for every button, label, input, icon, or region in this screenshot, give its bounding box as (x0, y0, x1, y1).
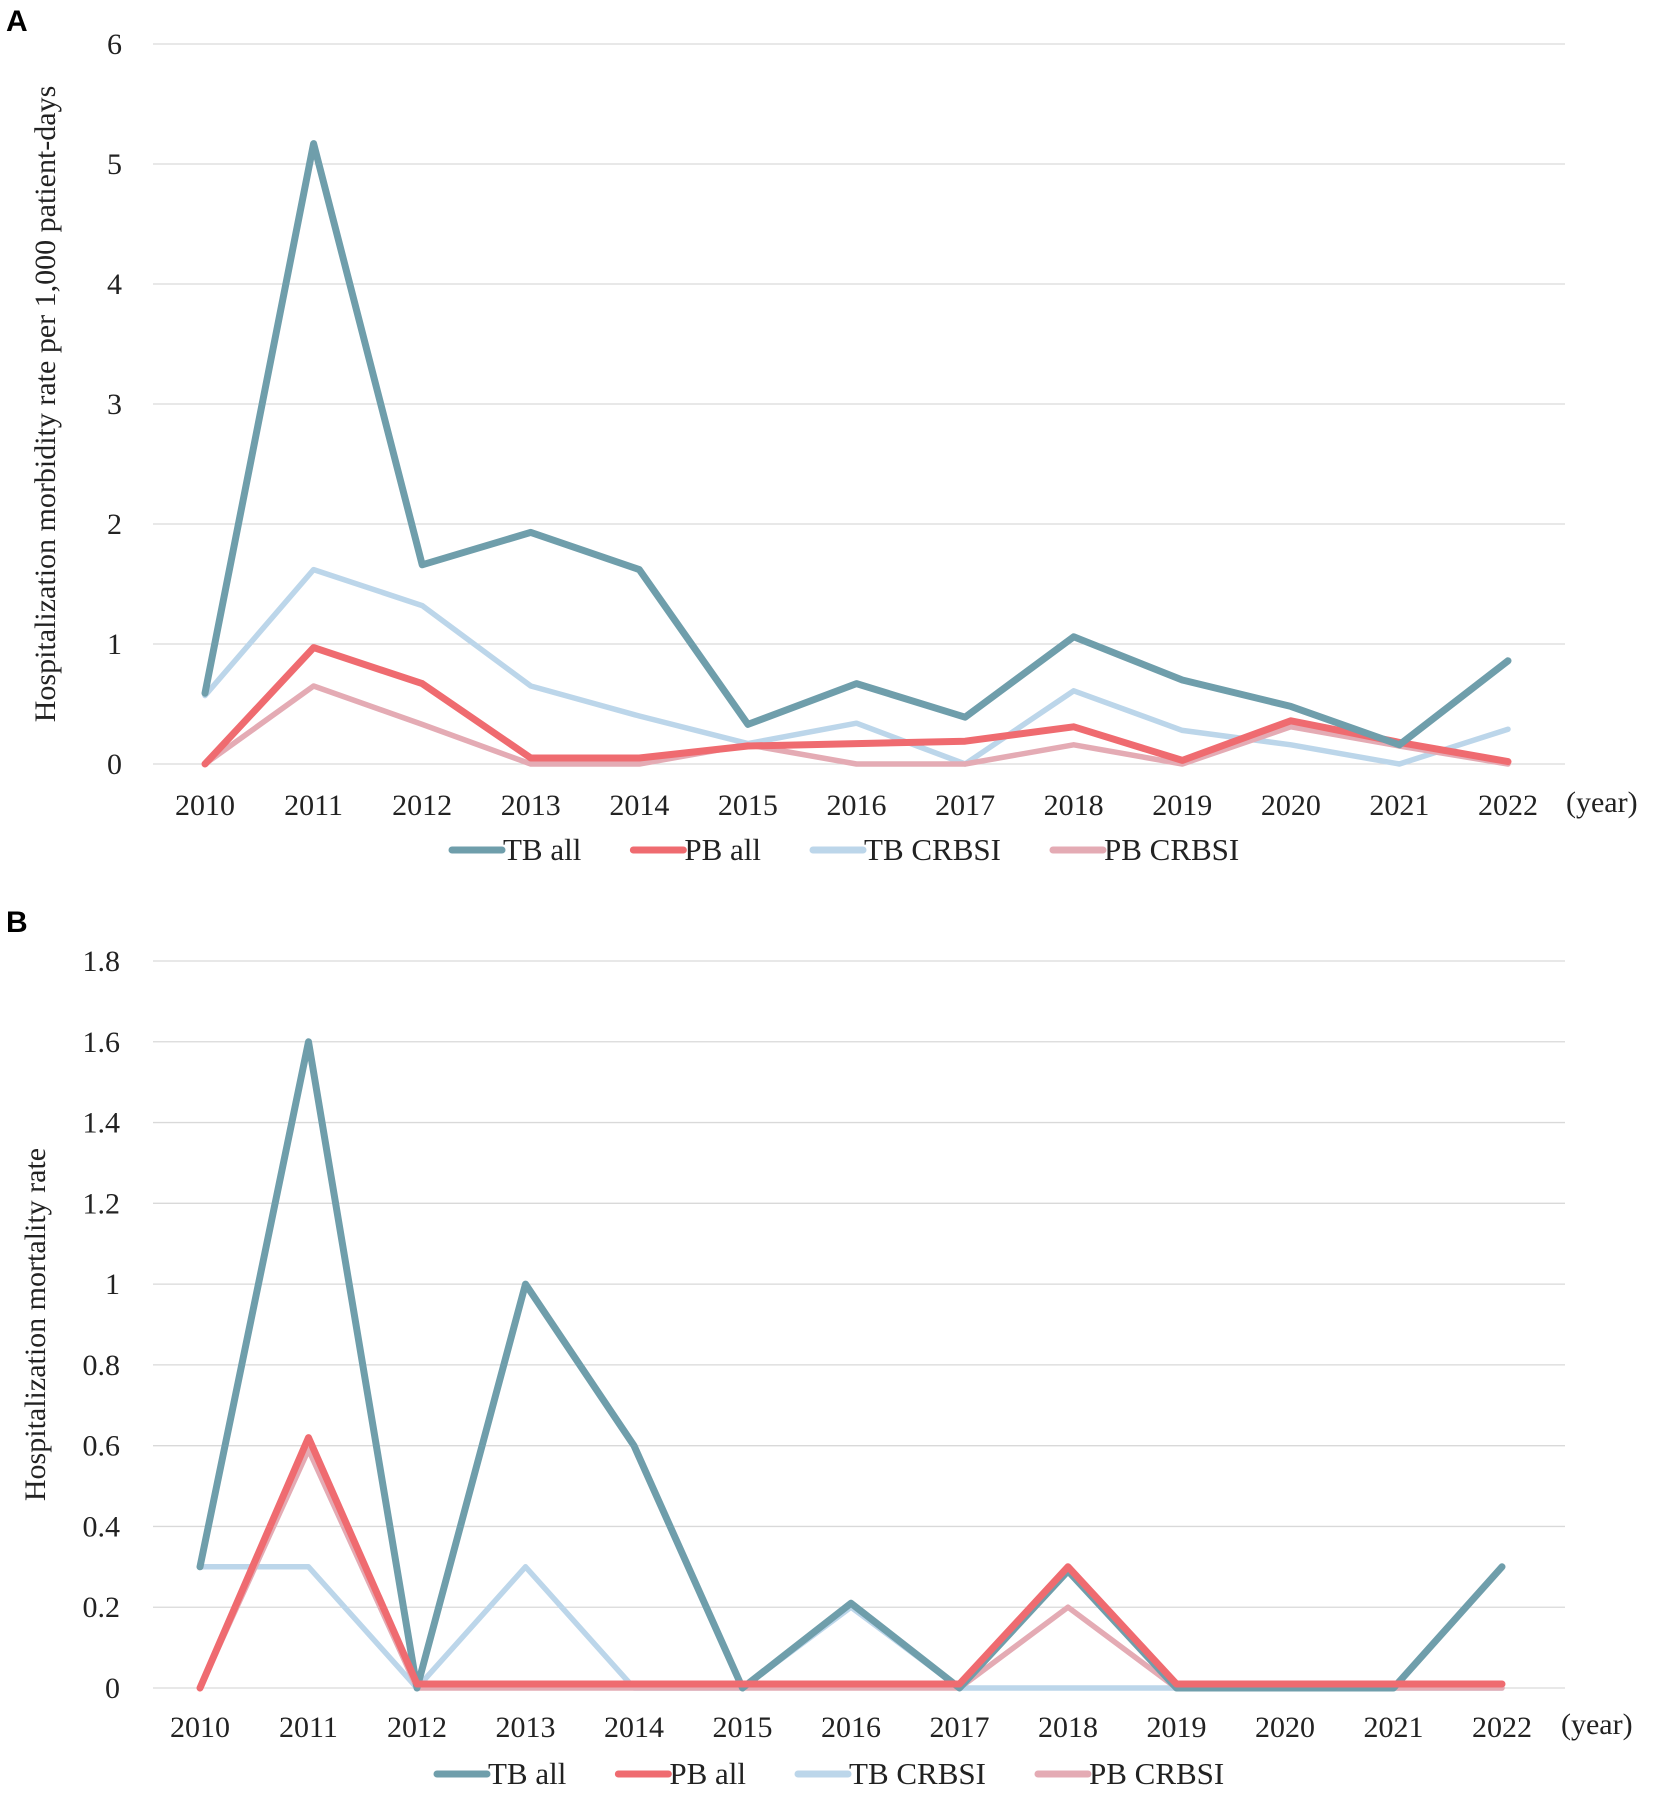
panel-b-y-tick-label: 1.4 (83, 1107, 121, 1140)
panel-b-y-tick-label: 0.6 (83, 1430, 121, 1463)
panel-a-y-tick-label: 6 (107, 28, 122, 61)
panel-b-x-tick-label: 2022 (1472, 1711, 1532, 1744)
panel-b-x-tick-label: 2016 (821, 1711, 881, 1744)
panel-a-y-tick-label: 2 (107, 508, 122, 541)
panel-a-label: A (6, 5, 28, 38)
panel-a-y-axis-title: Hospitalization morbidity rate per 1,000… (29, 86, 62, 723)
panel-b-y-tick-label: 0 (105, 1672, 120, 1705)
panel-b-legend-label-pb-all: PB all (669, 1756, 746, 1791)
panel-b-legend: TB all PB all TB CRBSI PB CRBSI (433, 1756, 1224, 1791)
panel-b-legend-label-tb-crbsi: TB CRBSI (849, 1756, 986, 1791)
panel-a-x-tick-label: 2013 (501, 789, 561, 822)
panel-b-x-tick-label: 2011 (279, 1711, 338, 1744)
panel-a-y-tick-label: 3 (107, 388, 122, 421)
panel-a-legend-label-tb-crbsi: TB CRBSI (864, 832, 1001, 867)
panel-a-legend-label-pb-all: PB all (684, 832, 761, 867)
panel-a-y-tick-label: 1 (107, 628, 122, 661)
panel-a-x-tick-label: 2012 (392, 789, 452, 822)
panel-a-legend-label-tb-all: TB all (503, 832, 581, 867)
panel-a-x-tick-label: 2019 (1152, 789, 1212, 822)
panel-a-x-unit-label: (year) (1566, 786, 1638, 819)
panel-b-legend-label-tb-all: TB all (488, 1756, 566, 1791)
panel-a-series-line-pb-crbsi (202, 683, 1511, 767)
panel-b-x-tick-label: 2010 (170, 1711, 230, 1744)
panel-b-x-tick-label: 2014 (604, 1711, 664, 1744)
panel-a-x-tick-label: 2018 (1044, 789, 1104, 822)
panel-a-x-tick-label: 2017 (935, 789, 995, 822)
panel-a-y-tick-label: 4 (107, 268, 122, 301)
panel-a-x-tick-label: 2015 (718, 789, 778, 822)
panel-b-x-tick-label: 2019 (1147, 1711, 1207, 1744)
panel-b-y-tick-label: 1.2 (83, 1187, 121, 1220)
chart-panel-a: 0 1 2 3 4 5 6 2010 2011 2012 2013 2014 2015 2016 2017 2… (29, 28, 1638, 867)
panel-b-y-axis-title: Hospitalization mortality rate (19, 1148, 52, 1501)
panel-b-y-tick-label: 1.6 (83, 1026, 121, 1059)
panel-a-x-tick-label: 2020 (1261, 789, 1321, 822)
panel-a-x-tick-label: 2011 (284, 789, 343, 822)
panel-b-x-tick-label: 2012 (387, 1711, 447, 1744)
panel-b-series-line-tb-all (196, 1038, 1506, 1692)
panel-a-x-tick-label: 2010 (175, 789, 235, 822)
panel-a-legend: TB all PB all TB CRBSI PB CRBSI (448, 832, 1239, 867)
panel-a-x-tick-label: 2014 (609, 789, 669, 822)
panel-b-x-tick-label: 2017 (930, 1711, 990, 1744)
panel-a-series-line-pb-all (201, 644, 1512, 768)
panel-b-y-tick-label: 1.8 (83, 945, 121, 978)
panel-a-x-tick-label: 2022 (1478, 789, 1538, 822)
panel-b-y-tick-label: 0.4 (83, 1510, 121, 1543)
panel-b-x-tick-label: 2018 (1038, 1711, 1098, 1744)
panel-b-legend-label-pb-crbsi: PB CRBSI (1089, 1756, 1224, 1791)
panel-b-x-unit-label: (year) (1561, 1708, 1633, 1741)
panel-b-label: B (6, 906, 28, 939)
panel-a-y-tick-label: 0 (107, 748, 122, 781)
panel-b-x-tick-label: 2015 (713, 1711, 773, 1744)
panel-a-legend-label-pb-crbsi: PB CRBSI (1104, 832, 1239, 867)
panel-a-series-line-tb-crbsi (202, 566, 1511, 767)
panel-b-x-tick-label: 2013 (496, 1711, 556, 1744)
panel-b-y-tick-label: 0.8 (83, 1349, 121, 1382)
panel-b-y-tick-label: 1 (105, 1268, 120, 1301)
panel-b-x-tick-label: 2020 (1255, 1711, 1315, 1744)
panel-a-x-tick-label: 2021 (1369, 789, 1429, 822)
chart-panel-b: 0 0.2 0.4 0.6 0.8 1 1.2 1.4 1.6 1.8 2010 2011 2012 20… (19, 945, 1633, 1791)
panel-b-series-line-pb-all (196, 1434, 1506, 1692)
panel-a-y-tick-label: 5 (107, 148, 122, 181)
panel-a-series-line-tb-all (201, 140, 1512, 749)
panel-b-x-tick-label: 2021 (1364, 1711, 1424, 1744)
panel-a-x-tick-label: 2016 (827, 789, 887, 822)
panel-b-y-tick-label: 0.2 (83, 1591, 121, 1624)
